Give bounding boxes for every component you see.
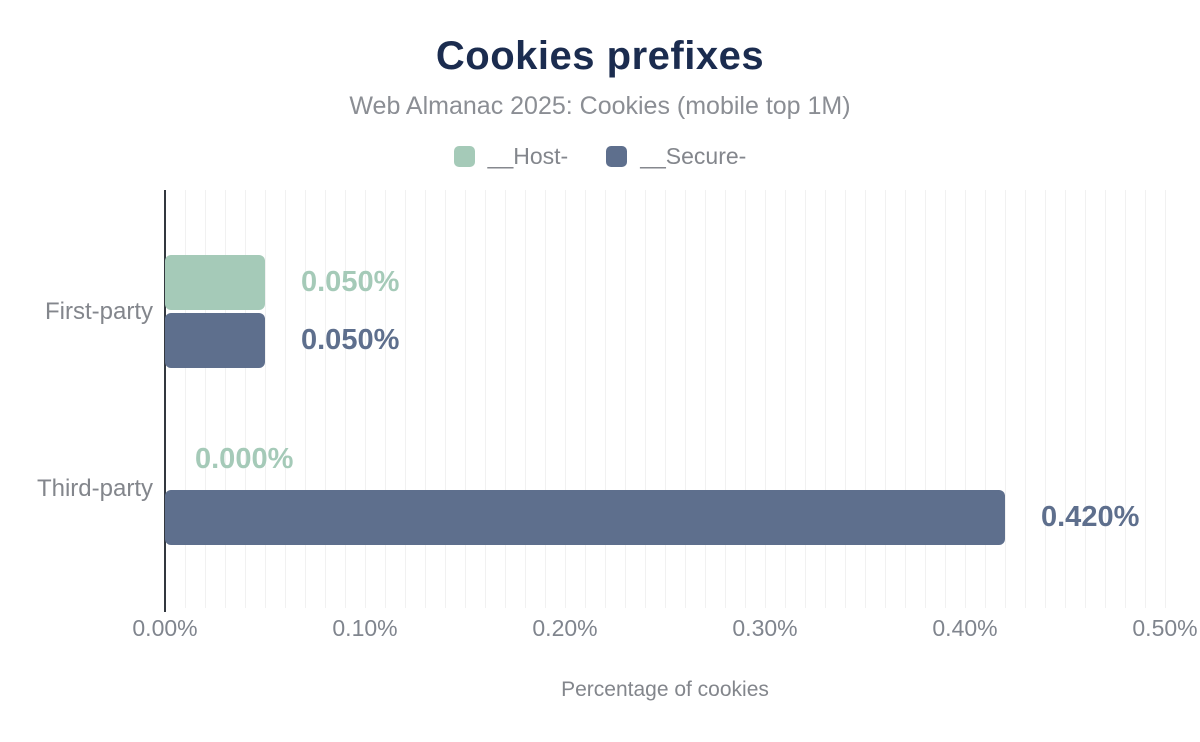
grid-line [885,190,886,608]
grid-line [745,190,746,608]
grid-line [205,190,206,608]
grid-line [265,190,266,608]
grid-line [425,190,426,608]
x-tick-label: 0.50% [1132,615,1198,641]
grid-line [525,190,526,608]
chart-title: Cookies prefixes [435,34,765,78]
grid-line [385,190,386,608]
grid-line [665,190,666,608]
grid-line [725,190,726,608]
grid-line [345,190,346,608]
plot-area: 0.050% 0.050% 0.000% 0.420% [165,190,1166,608]
x-axis-title: Percentage of cookies [561,678,769,701]
grid-line [445,190,446,608]
x-tick-label: 0.40% [932,615,998,641]
grid-line [405,190,406,608]
legend-item: __Host- [453,143,569,170]
grid-line [645,190,646,608]
legend-item: __Secure- [606,143,746,170]
bar-Secure--third-party [165,490,1005,545]
legend-swatch-icon [453,146,475,167]
grid-line [1045,190,1046,608]
grid-line [1125,190,1126,608]
grid-line [1105,190,1106,608]
grid-line [365,190,366,608]
legend-label: __Secure- [640,143,747,169]
grid-line [545,190,546,608]
bar-value-label: 0.050% [301,266,400,298]
grid-line [585,190,586,608]
grid-line [965,190,966,608]
grid-line [485,190,486,608]
legend-swatch-icon [606,146,628,167]
x-tick-label: 0.00% [132,615,198,641]
bar-Secure--first-party [165,313,265,368]
bar-value-label: 0.000% [195,443,294,475]
x-tick-label: 0.30% [732,615,798,641]
category-label-first-party: First-party [45,298,153,325]
grid-line [225,190,226,608]
grid-line [565,190,566,608]
bar-value-label: 0.050% [301,324,400,356]
grid-line [1025,190,1026,608]
grid-line [325,190,326,608]
grid-line [605,190,606,608]
y-axis-line [164,190,166,612]
legend-label: __Host- [487,143,569,169]
grid-line [1145,190,1146,608]
legend: __Host- __Secure- [0,143,1200,170]
grid-line [1165,190,1166,608]
chart-subtitle: Web Almanac 2025: Cookies (mobile top 1M… [349,92,851,120]
grid-line [825,190,826,608]
grid-line [925,190,926,608]
category-label-third-party: Third-party [36,475,153,502]
grid-line [1065,190,1066,608]
grid-line [865,190,866,608]
grid-line [285,190,286,608]
x-tick-label: 0.10% [332,615,398,641]
grid-line [765,190,766,608]
bar-value-label: 0.420% [1041,501,1140,533]
grid-line [245,190,246,608]
grid-line [185,190,186,608]
grid-line [845,190,846,608]
grid-line [1085,190,1086,608]
grid-line [685,190,686,608]
grid-line [985,190,986,608]
grid-line [625,190,626,608]
grid-line [1005,190,1006,608]
grid-line [305,190,306,608]
grid-line [785,190,786,608]
grid-line [805,190,806,608]
grid-line [465,190,466,608]
x-tick-label: 0.20% [532,615,598,641]
grid-line [705,190,706,608]
grid-line [505,190,506,608]
bar-Host--first-party [165,255,265,310]
grid-line [905,190,906,608]
grid-line [945,190,946,608]
